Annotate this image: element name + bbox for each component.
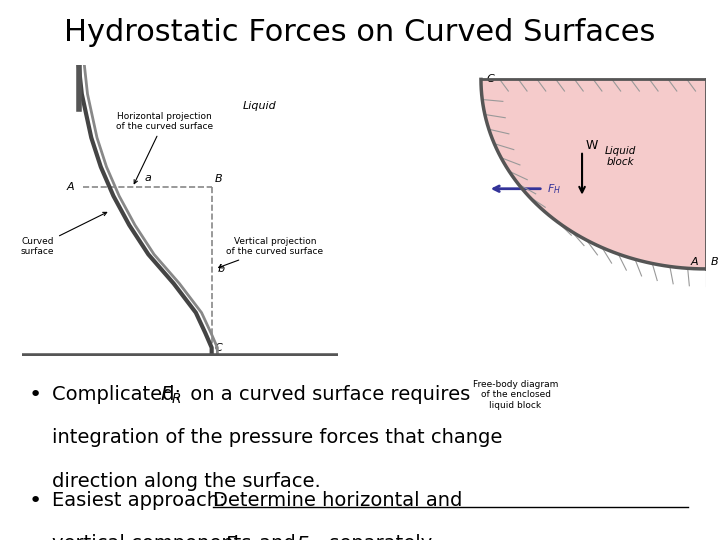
Text: B: B bbox=[215, 174, 222, 184]
Text: Hydrostatic Forces on Curved Surfaces: Hydrostatic Forces on Curved Surfaces bbox=[64, 18, 656, 47]
Text: $F_V$: $F_V$ bbox=[297, 535, 320, 540]
Text: C: C bbox=[215, 343, 222, 354]
Text: •: • bbox=[28, 491, 42, 511]
Text: Curved
surface: Curved surface bbox=[21, 212, 107, 256]
Text: $F_R$: $F_R$ bbox=[160, 385, 181, 406]
Text: Vertical projection
of the curved surface: Vertical projection of the curved surfac… bbox=[219, 237, 323, 268]
Text: Determine horizontal and: Determine horizontal and bbox=[213, 491, 462, 510]
Text: Liquid: Liquid bbox=[243, 100, 276, 111]
Text: .: . bbox=[408, 535, 415, 540]
Text: Liquid
block: Liquid block bbox=[605, 146, 636, 167]
Text: A: A bbox=[691, 256, 698, 267]
Polygon shape bbox=[22, 65, 212, 356]
Text: Complicated:: Complicated: bbox=[53, 385, 188, 404]
Text: C: C bbox=[486, 75, 494, 84]
Text: W: W bbox=[585, 139, 598, 152]
Polygon shape bbox=[481, 79, 706, 269]
Text: on a curved surface requires: on a curved surface requires bbox=[184, 385, 471, 404]
Text: direction along the surface.: direction along the surface. bbox=[53, 472, 321, 491]
Text: vertical components: vertical components bbox=[53, 535, 258, 540]
Text: Easiest approach:: Easiest approach: bbox=[53, 491, 238, 510]
Text: $F_H$: $F_H$ bbox=[546, 182, 561, 195]
Text: •: • bbox=[28, 385, 42, 405]
Text: Horizontal projection
of the curved surface: Horizontal projection of the curved surf… bbox=[116, 112, 212, 184]
Text: and: and bbox=[253, 535, 302, 540]
Text: B: B bbox=[711, 256, 719, 267]
Text: integration of the pressure forces that change: integration of the pressure forces that … bbox=[53, 429, 503, 448]
Text: $F_H$: $F_H$ bbox=[224, 535, 247, 540]
Text: separately: separately bbox=[323, 535, 432, 540]
Text: a: a bbox=[144, 173, 151, 184]
Text: Free-body diagram
of the enclosed
liquid block: Free-body diagram of the enclosed liquid… bbox=[473, 380, 558, 409]
Text: b: b bbox=[218, 264, 225, 274]
Text: A: A bbox=[66, 183, 74, 192]
